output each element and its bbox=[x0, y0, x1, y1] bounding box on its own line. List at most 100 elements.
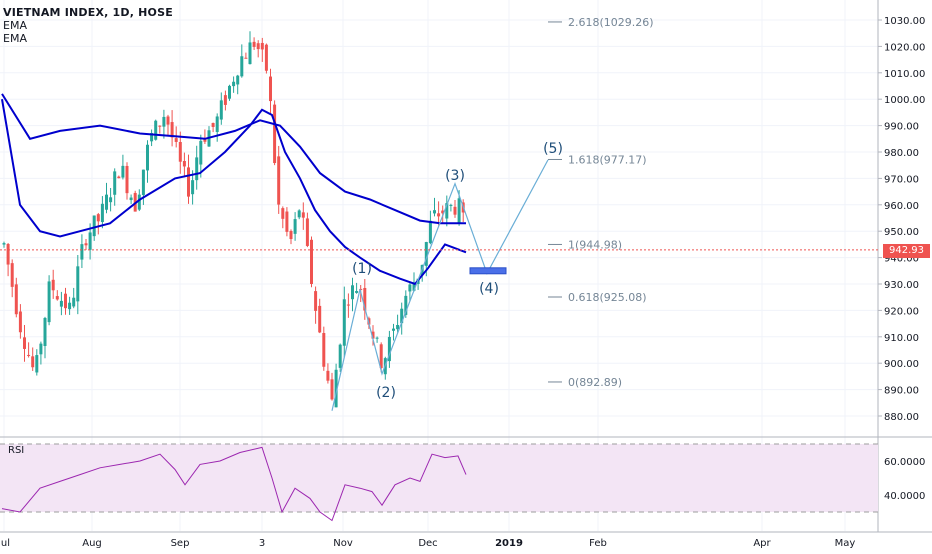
candle-body bbox=[346, 304, 350, 306]
candle-body bbox=[428, 220, 432, 244]
y-tick-label: 950.00 bbox=[884, 227, 919, 238]
candle-body bbox=[14, 284, 18, 315]
candle-body bbox=[338, 344, 342, 368]
y-tick-label: 1030.00 bbox=[884, 16, 925, 27]
candle-body bbox=[305, 218, 309, 246]
legend: VIETNAM INDEX, 1D, HOSE EMA EMA bbox=[3, 6, 173, 45]
candle-body bbox=[285, 211, 289, 232]
candle-body bbox=[100, 203, 104, 223]
candle-body bbox=[433, 210, 436, 214]
x-tick-label: Apr bbox=[753, 538, 771, 549]
candle-body bbox=[457, 198, 461, 223]
candle-body bbox=[18, 311, 22, 333]
candle-body bbox=[453, 206, 457, 215]
y-tick-label: 990.00 bbox=[884, 122, 919, 133]
fib-levels: 2.618(1029.26) 1.618(977.17) 1(944.98) 0.61… bbox=[548, 16, 654, 389]
wave-label: (3) bbox=[445, 168, 465, 184]
x-tick-label: Sep bbox=[171, 538, 190, 549]
symbol-title: VIETNAM INDEX, 1D, HOSE bbox=[3, 6, 173, 19]
candle-body bbox=[158, 125, 162, 127]
candle-body bbox=[88, 232, 92, 250]
candle-body bbox=[47, 281, 51, 323]
candle-body bbox=[375, 337, 379, 339]
candle-body bbox=[355, 291, 359, 293]
candle-body bbox=[371, 331, 375, 339]
candle-body bbox=[109, 197, 113, 203]
wave-path bbox=[331, 159, 549, 411]
rsi-tick-label: 40.0000 bbox=[884, 491, 925, 502]
candle-body bbox=[39, 343, 43, 355]
fib-level-label: 0(892.89) bbox=[568, 376, 622, 389]
rsi-band-fill bbox=[0, 444, 878, 512]
x-tick-label: Jul bbox=[0, 538, 10, 549]
candle-body bbox=[379, 344, 383, 369]
x-tick-label: Nov bbox=[333, 538, 353, 549]
elliott-wave: (1) (2) (3) (4) (5) bbox=[0, 141, 878, 411]
candle-body bbox=[256, 43, 260, 50]
rsi-title: RSI bbox=[8, 445, 25, 456]
candle-body bbox=[2, 243, 6, 245]
x-tick-label: Feb bbox=[589, 538, 607, 549]
candle-body bbox=[252, 41, 256, 47]
candle-body bbox=[199, 140, 203, 165]
fib-level-label: 1(944.98) bbox=[568, 238, 622, 251]
wave-label: (1) bbox=[352, 261, 372, 277]
candle-body bbox=[232, 81, 236, 87]
ema-line-2 bbox=[1, 93, 466, 225]
rsi-line bbox=[1, 446, 467, 522]
y-tick-label: 1000.00 bbox=[884, 95, 925, 106]
candle-body bbox=[64, 293, 67, 309]
candle-body bbox=[449, 204, 453, 206]
candle-body bbox=[178, 141, 182, 162]
candle-body bbox=[31, 356, 35, 368]
candle-body bbox=[117, 176, 121, 179]
y-tick-label: 910.00 bbox=[884, 333, 919, 344]
axes: 1030.00 1020.00 1010.00 1000.00 990.00 980.00… bbox=[0, 16, 925, 549]
candle-body bbox=[297, 210, 301, 218]
candle-body bbox=[76, 266, 80, 302]
y-tick-label: 970.00 bbox=[884, 174, 919, 185]
indicator-ema-1[interactable]: EMA bbox=[3, 19, 27, 32]
target-box bbox=[469, 267, 507, 275]
candle-body bbox=[326, 370, 330, 381]
candle-body bbox=[215, 116, 219, 132]
candle-body bbox=[55, 296, 59, 300]
candle-body bbox=[314, 291, 318, 311]
candle-body bbox=[260, 42, 264, 50]
candle-body bbox=[174, 138, 178, 142]
candles bbox=[2, 31, 465, 408]
candle-body bbox=[244, 57, 248, 59]
candle-body bbox=[293, 219, 297, 234]
y-tick-label: 900.00 bbox=[884, 359, 919, 370]
ema-line-1 bbox=[1, 99, 467, 286]
candle-body bbox=[289, 230, 293, 240]
candle-body bbox=[248, 42, 252, 65]
candle-body bbox=[170, 122, 174, 138]
candle-body bbox=[273, 104, 277, 164]
candle-body bbox=[191, 180, 195, 195]
candle-body bbox=[203, 138, 207, 142]
candle-body bbox=[424, 242, 428, 266]
candle-body bbox=[125, 165, 129, 194]
candle-body bbox=[35, 355, 39, 373]
candle-body bbox=[84, 243, 88, 246]
candle-body bbox=[269, 76, 272, 102]
candle-body bbox=[334, 369, 338, 408]
candle-body bbox=[150, 133, 154, 142]
candle-body bbox=[92, 215, 96, 237]
x-tick-label: 3 bbox=[259, 538, 265, 549]
candle-body bbox=[211, 123, 215, 127]
y-tick-label: 890.00 bbox=[884, 386, 919, 397]
y-tick-label: 960.00 bbox=[884, 201, 919, 212]
candle-body bbox=[27, 354, 31, 356]
candle-body bbox=[301, 212, 305, 218]
candle-body bbox=[6, 244, 10, 265]
candle-body bbox=[182, 160, 186, 167]
candle-body bbox=[10, 263, 14, 287]
indicator-ema-2[interactable]: EMA bbox=[3, 32, 27, 45]
wave-label: (4) bbox=[479, 281, 499, 297]
candle-body bbox=[322, 332, 326, 367]
candle-body bbox=[219, 100, 223, 120]
